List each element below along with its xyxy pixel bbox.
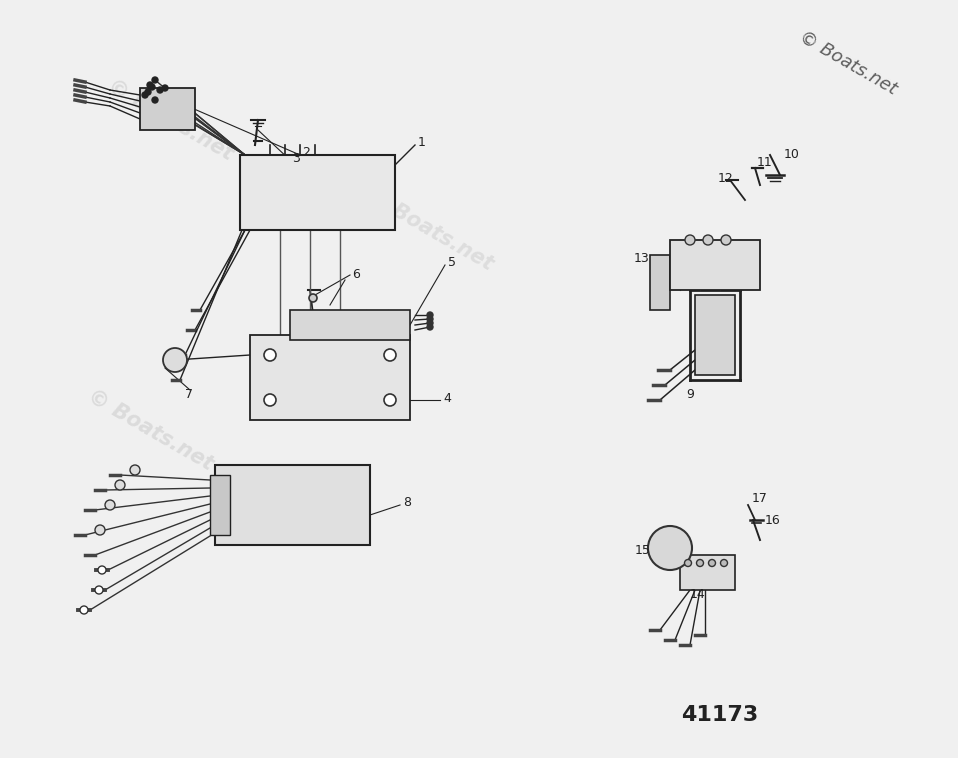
Text: 8: 8 xyxy=(403,496,411,509)
Circle shape xyxy=(145,89,151,95)
Circle shape xyxy=(709,559,716,566)
Circle shape xyxy=(703,235,713,245)
Bar xyxy=(670,240,760,290)
Circle shape xyxy=(384,349,396,361)
Text: 14: 14 xyxy=(690,588,706,602)
Bar xyxy=(140,88,195,130)
Circle shape xyxy=(115,480,125,490)
Text: © Boats.net: © Boats.net xyxy=(364,186,496,274)
Text: 4: 4 xyxy=(443,391,451,405)
Bar xyxy=(210,475,230,535)
Text: © Boats.net: © Boats.net xyxy=(103,76,237,164)
Text: 16: 16 xyxy=(765,513,781,527)
Text: © Boats.net: © Boats.net xyxy=(83,386,217,474)
Bar xyxy=(290,310,410,340)
Circle shape xyxy=(685,559,692,566)
Bar xyxy=(250,335,410,420)
Circle shape xyxy=(264,349,276,361)
Bar xyxy=(695,295,735,375)
Bar xyxy=(215,465,370,545)
Circle shape xyxy=(130,465,140,475)
Circle shape xyxy=(648,526,692,570)
Circle shape xyxy=(309,294,317,302)
Circle shape xyxy=(696,559,703,566)
Bar xyxy=(680,555,735,590)
Text: © Boats.net: © Boats.net xyxy=(796,28,900,99)
Circle shape xyxy=(142,92,148,98)
Circle shape xyxy=(163,348,187,372)
Circle shape xyxy=(685,235,695,245)
Text: 2: 2 xyxy=(302,146,309,159)
Circle shape xyxy=(157,87,163,93)
Circle shape xyxy=(384,394,396,406)
Circle shape xyxy=(152,97,158,103)
Circle shape xyxy=(105,500,115,510)
Circle shape xyxy=(720,559,727,566)
Circle shape xyxy=(147,82,153,88)
Bar xyxy=(650,255,670,310)
Circle shape xyxy=(149,84,155,90)
Bar xyxy=(240,155,395,230)
Text: 13: 13 xyxy=(634,252,650,265)
Circle shape xyxy=(427,324,433,330)
Circle shape xyxy=(95,525,105,535)
Text: 1: 1 xyxy=(418,136,426,149)
Text: 15: 15 xyxy=(635,543,650,556)
Text: 10: 10 xyxy=(784,149,800,161)
Text: 9: 9 xyxy=(686,389,694,402)
Circle shape xyxy=(98,566,106,574)
Circle shape xyxy=(427,312,433,318)
Text: 17: 17 xyxy=(752,491,768,505)
Text: 3: 3 xyxy=(292,152,300,165)
Text: 7: 7 xyxy=(185,387,193,400)
Text: 11: 11 xyxy=(757,155,773,168)
Text: 41173: 41173 xyxy=(681,705,759,725)
Circle shape xyxy=(95,586,103,594)
Text: 5: 5 xyxy=(448,256,456,270)
Circle shape xyxy=(427,320,433,326)
Circle shape xyxy=(264,394,276,406)
Text: 12: 12 xyxy=(718,171,734,184)
Circle shape xyxy=(721,235,731,245)
Circle shape xyxy=(152,77,158,83)
Circle shape xyxy=(162,85,168,91)
Text: 6: 6 xyxy=(352,268,360,280)
Circle shape xyxy=(427,316,433,322)
Circle shape xyxy=(80,606,88,614)
